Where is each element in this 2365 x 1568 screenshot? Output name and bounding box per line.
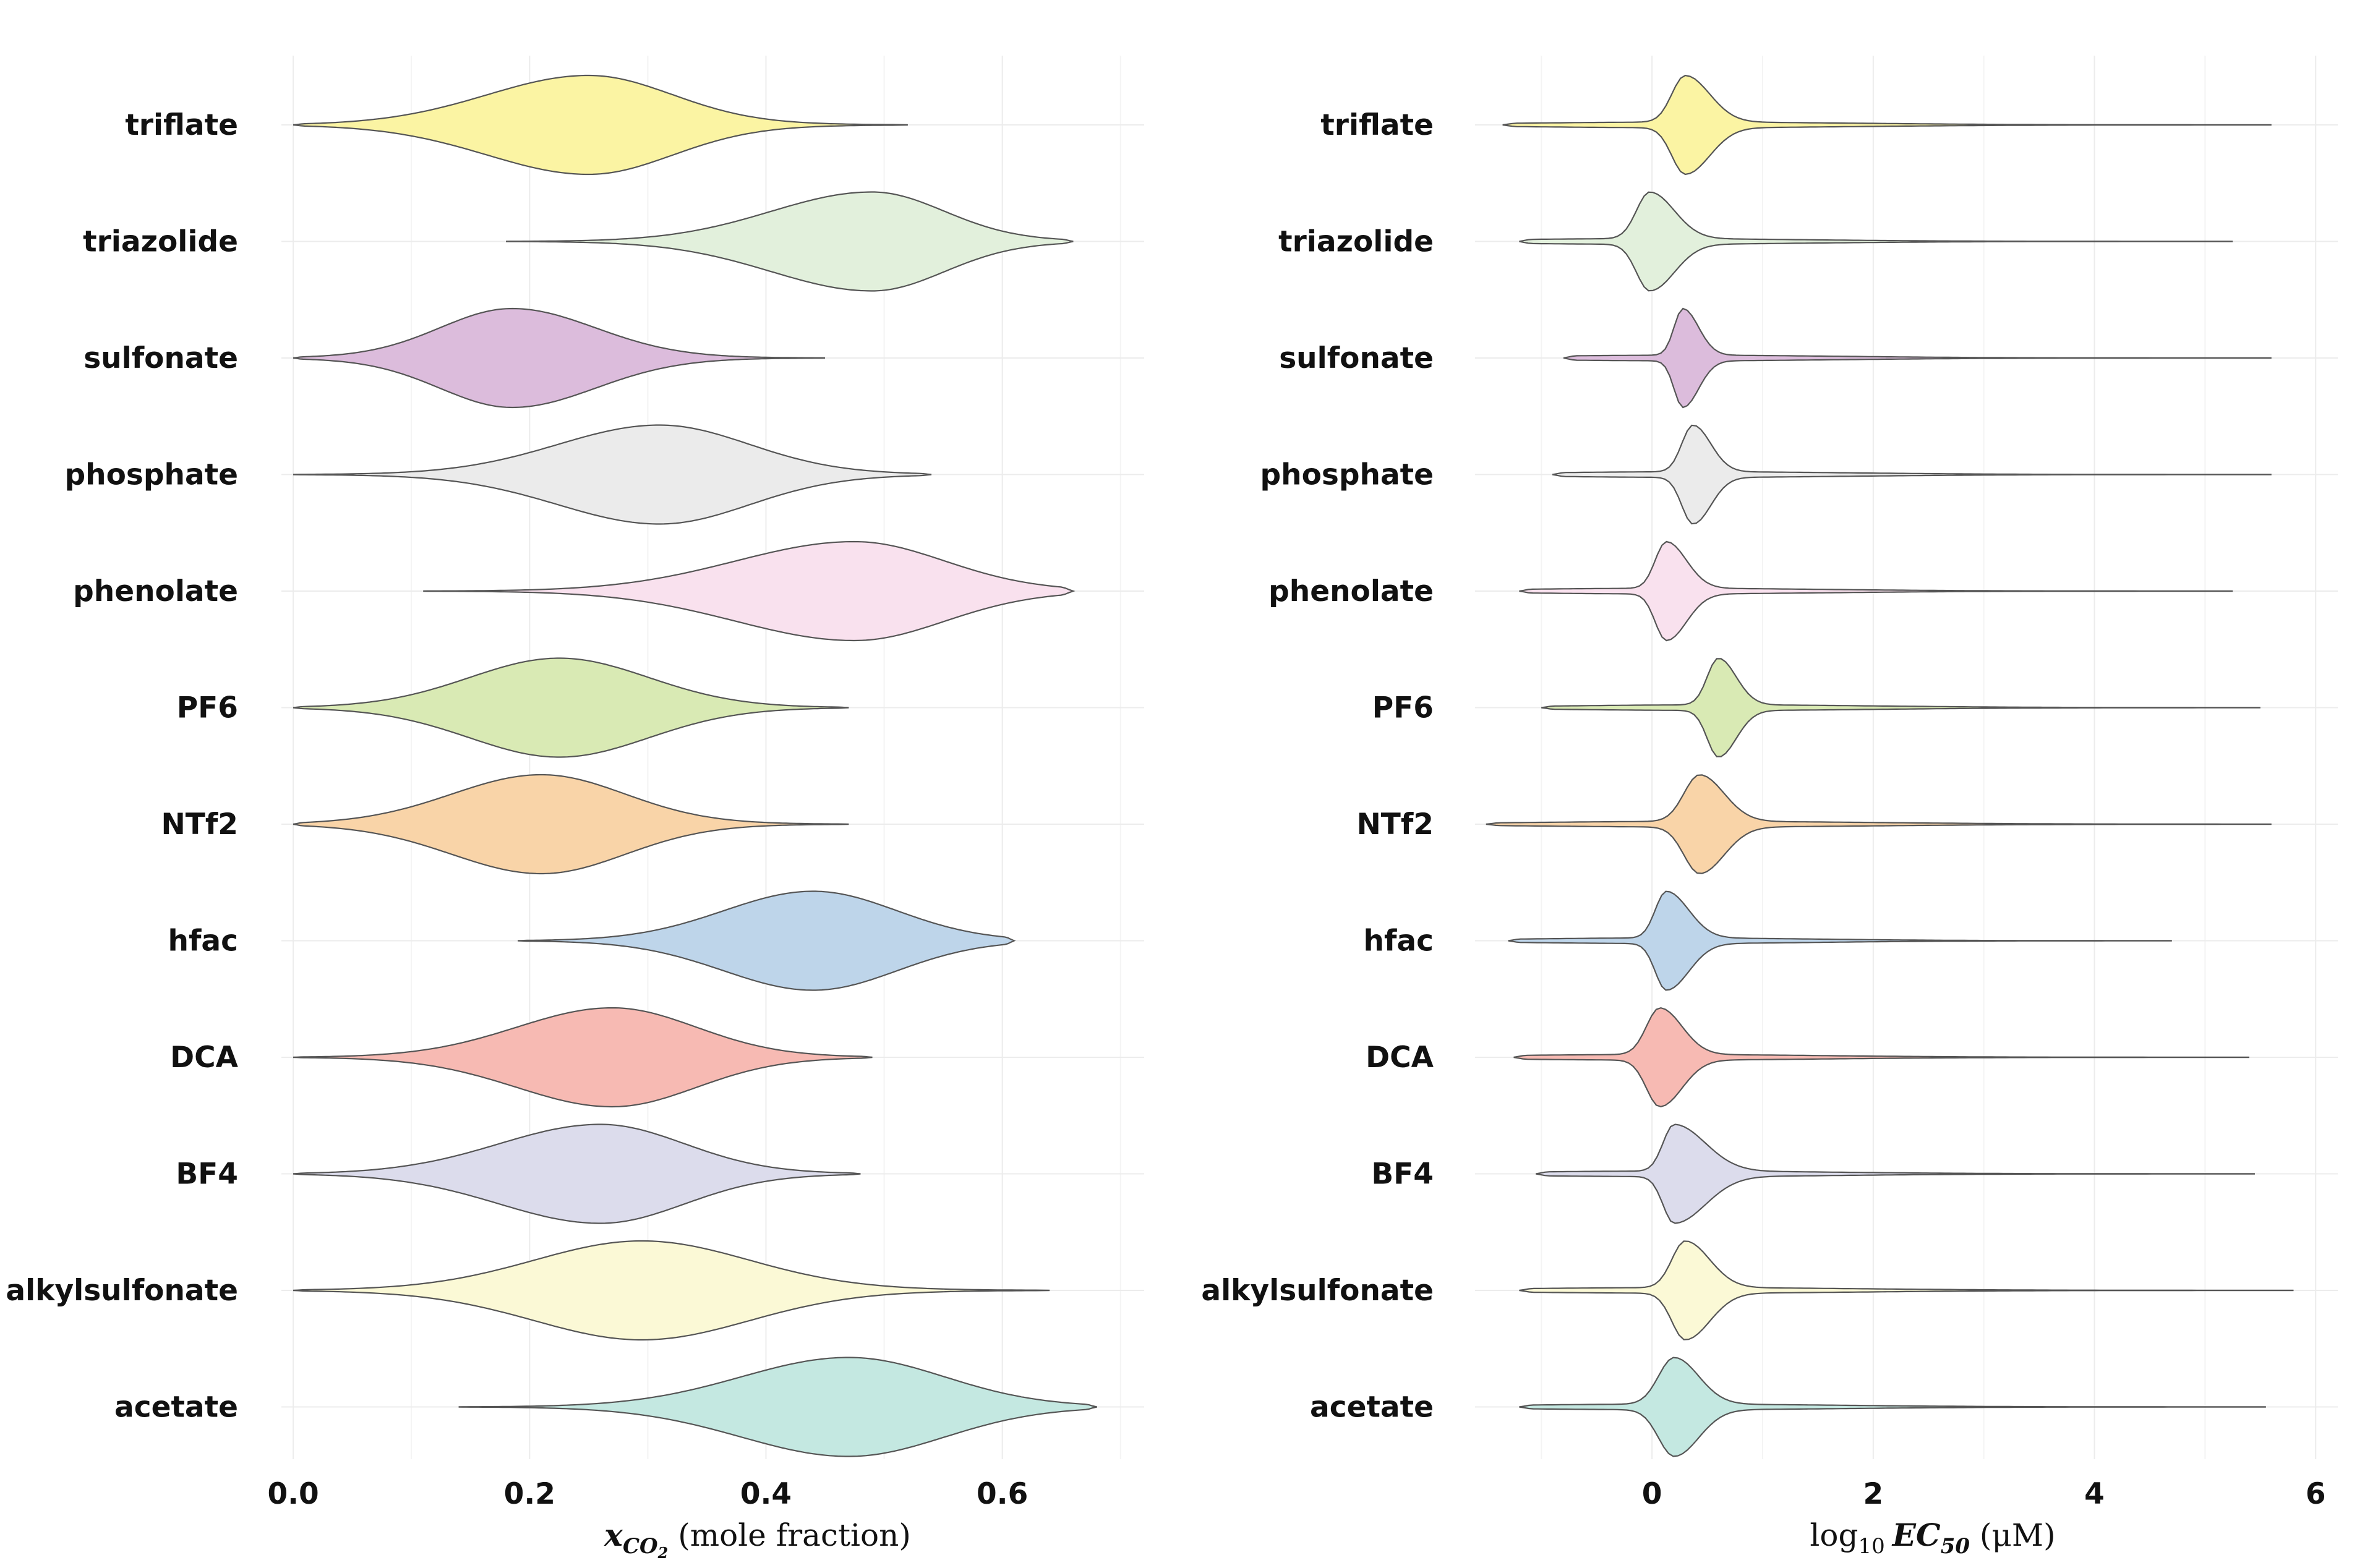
x-axis-title-left-var: x [604,1517,623,1553]
violin-phenolate-right [1519,540,2233,642]
violin-triflate-left [293,74,908,176]
category-label-phosphate-left: phosphate [64,458,238,492]
category-label-triazolide-left: triazolide [83,225,238,259]
category-label-bf4-left: BF4 [176,1157,238,1191]
x-axis-title-left-sub: CO [623,1534,658,1559]
violin-acetate-left [458,1357,1097,1457]
x-tick-label-left: 0.0 [267,1477,319,1511]
category-label-acetate-left: acetate [114,1391,238,1425]
x-tick-label-right: 6 [2306,1477,2326,1511]
category-label-dca-right: DCA [1366,1041,1434,1075]
violin-pf6-right [1541,658,2260,757]
x-axis-title-right-var: EC [1891,1517,1941,1553]
violin-hfac-right [1508,890,2172,991]
category-label-dca-left: DCA [170,1041,239,1075]
x-axis-title-left-unit: (mole fraction) [668,1517,911,1553]
x-axis-title-right-sub: 50 [1941,1534,1970,1559]
category-label-alkylsulfonate-right: alkylsulfonate [1201,1274,1434,1308]
category-label-alkylsulfonate-left: alkylsulfonate [6,1274,238,1308]
violin-bf4-right [1536,1123,2255,1224]
category-label-triflate-left: triflate [125,108,238,142]
violin-phosphate-right [1552,424,2272,525]
violin-triazolide-left [506,191,1074,292]
violin-acetate-right [1519,1357,2266,1457]
violin-sulfonate-right [1563,307,2272,409]
violin-phosphate-left [293,424,932,525]
violin-hfac-left [518,890,1016,991]
violin-phenolate-left [423,540,1076,642]
violin-pf6-left [293,657,849,758]
panel-co2-mole-fraction: 0.0 0.2 0.4 0.6 triflate triazolide sulfonate p… [6,56,1144,1511]
x-axis-title-left-sub2: 2 [657,1544,669,1562]
violin-triazolide-right [1519,191,2233,292]
category-label-ntf2-left: NTf2 [161,807,238,842]
x-axis-title-right-pre: log [1810,1517,1858,1553]
violin-dca-right [1513,1007,2249,1108]
violin-dca-left [293,1007,873,1108]
x-tick-label-left: 0.4 [740,1477,792,1511]
x-tick-label-right: 4 [2084,1477,2105,1511]
x-axis-title-right: log10 EC50 (μM) [1810,1517,2055,1559]
category-label-acetate-right: acetate [1310,1391,1434,1425]
x-axis-title-left: xCO2 (mole fraction) [604,1517,911,1562]
violin-bf4-left [293,1123,861,1224]
category-label-hfac-left: hfac [168,924,238,958]
violin-alkylsulfonate-right [1519,1240,2294,1340]
category-label-pf6-right: PF6 [1372,691,1434,725]
category-label-hfac-right: hfac [1364,924,1434,958]
category-label-phosphate-right: phosphate [1260,458,1434,492]
category-label-phenolate-right: phenolate [1268,574,1434,608]
violin-ntf2-left [293,773,849,875]
category-label-triflate-right: triflate [1320,108,1434,142]
category-label-phenolate-left: phenolate [73,574,238,608]
category-label-pf6-left: PF6 [177,691,238,725]
violin-alkylsulfonate-left [293,1240,1050,1341]
category-label-sulfonate-right: sulfonate [1279,341,1434,375]
x-tick-label-left: 0.2 [504,1477,555,1511]
x-axis-title-right-pre-sub: 10 [1858,1534,1885,1559]
x-axis-title-right-unit: (μM) [1970,1517,2056,1553]
panel-log-ec50: 0 2 4 6 triflate triazolide sulfonate phosphate… [1201,56,2338,1511]
category-label-triazolide-right: triazolide [1278,225,1434,259]
violin-sulfonate-left [293,307,826,409]
category-label-bf4-right: BF4 [1371,1157,1434,1191]
x-tick-label-left: 0.6 [977,1477,1028,1511]
violin-ntf2-right [1486,774,2272,874]
category-label-ntf2-right: NTf2 [1356,807,1434,842]
violin-triflate-right [1502,74,2272,176]
category-label-sulfonate-left: sulfonate [83,341,238,375]
x-tick-label-right: 0 [1642,1477,1662,1511]
x-tick-label-right: 2 [1863,1477,1883,1511]
